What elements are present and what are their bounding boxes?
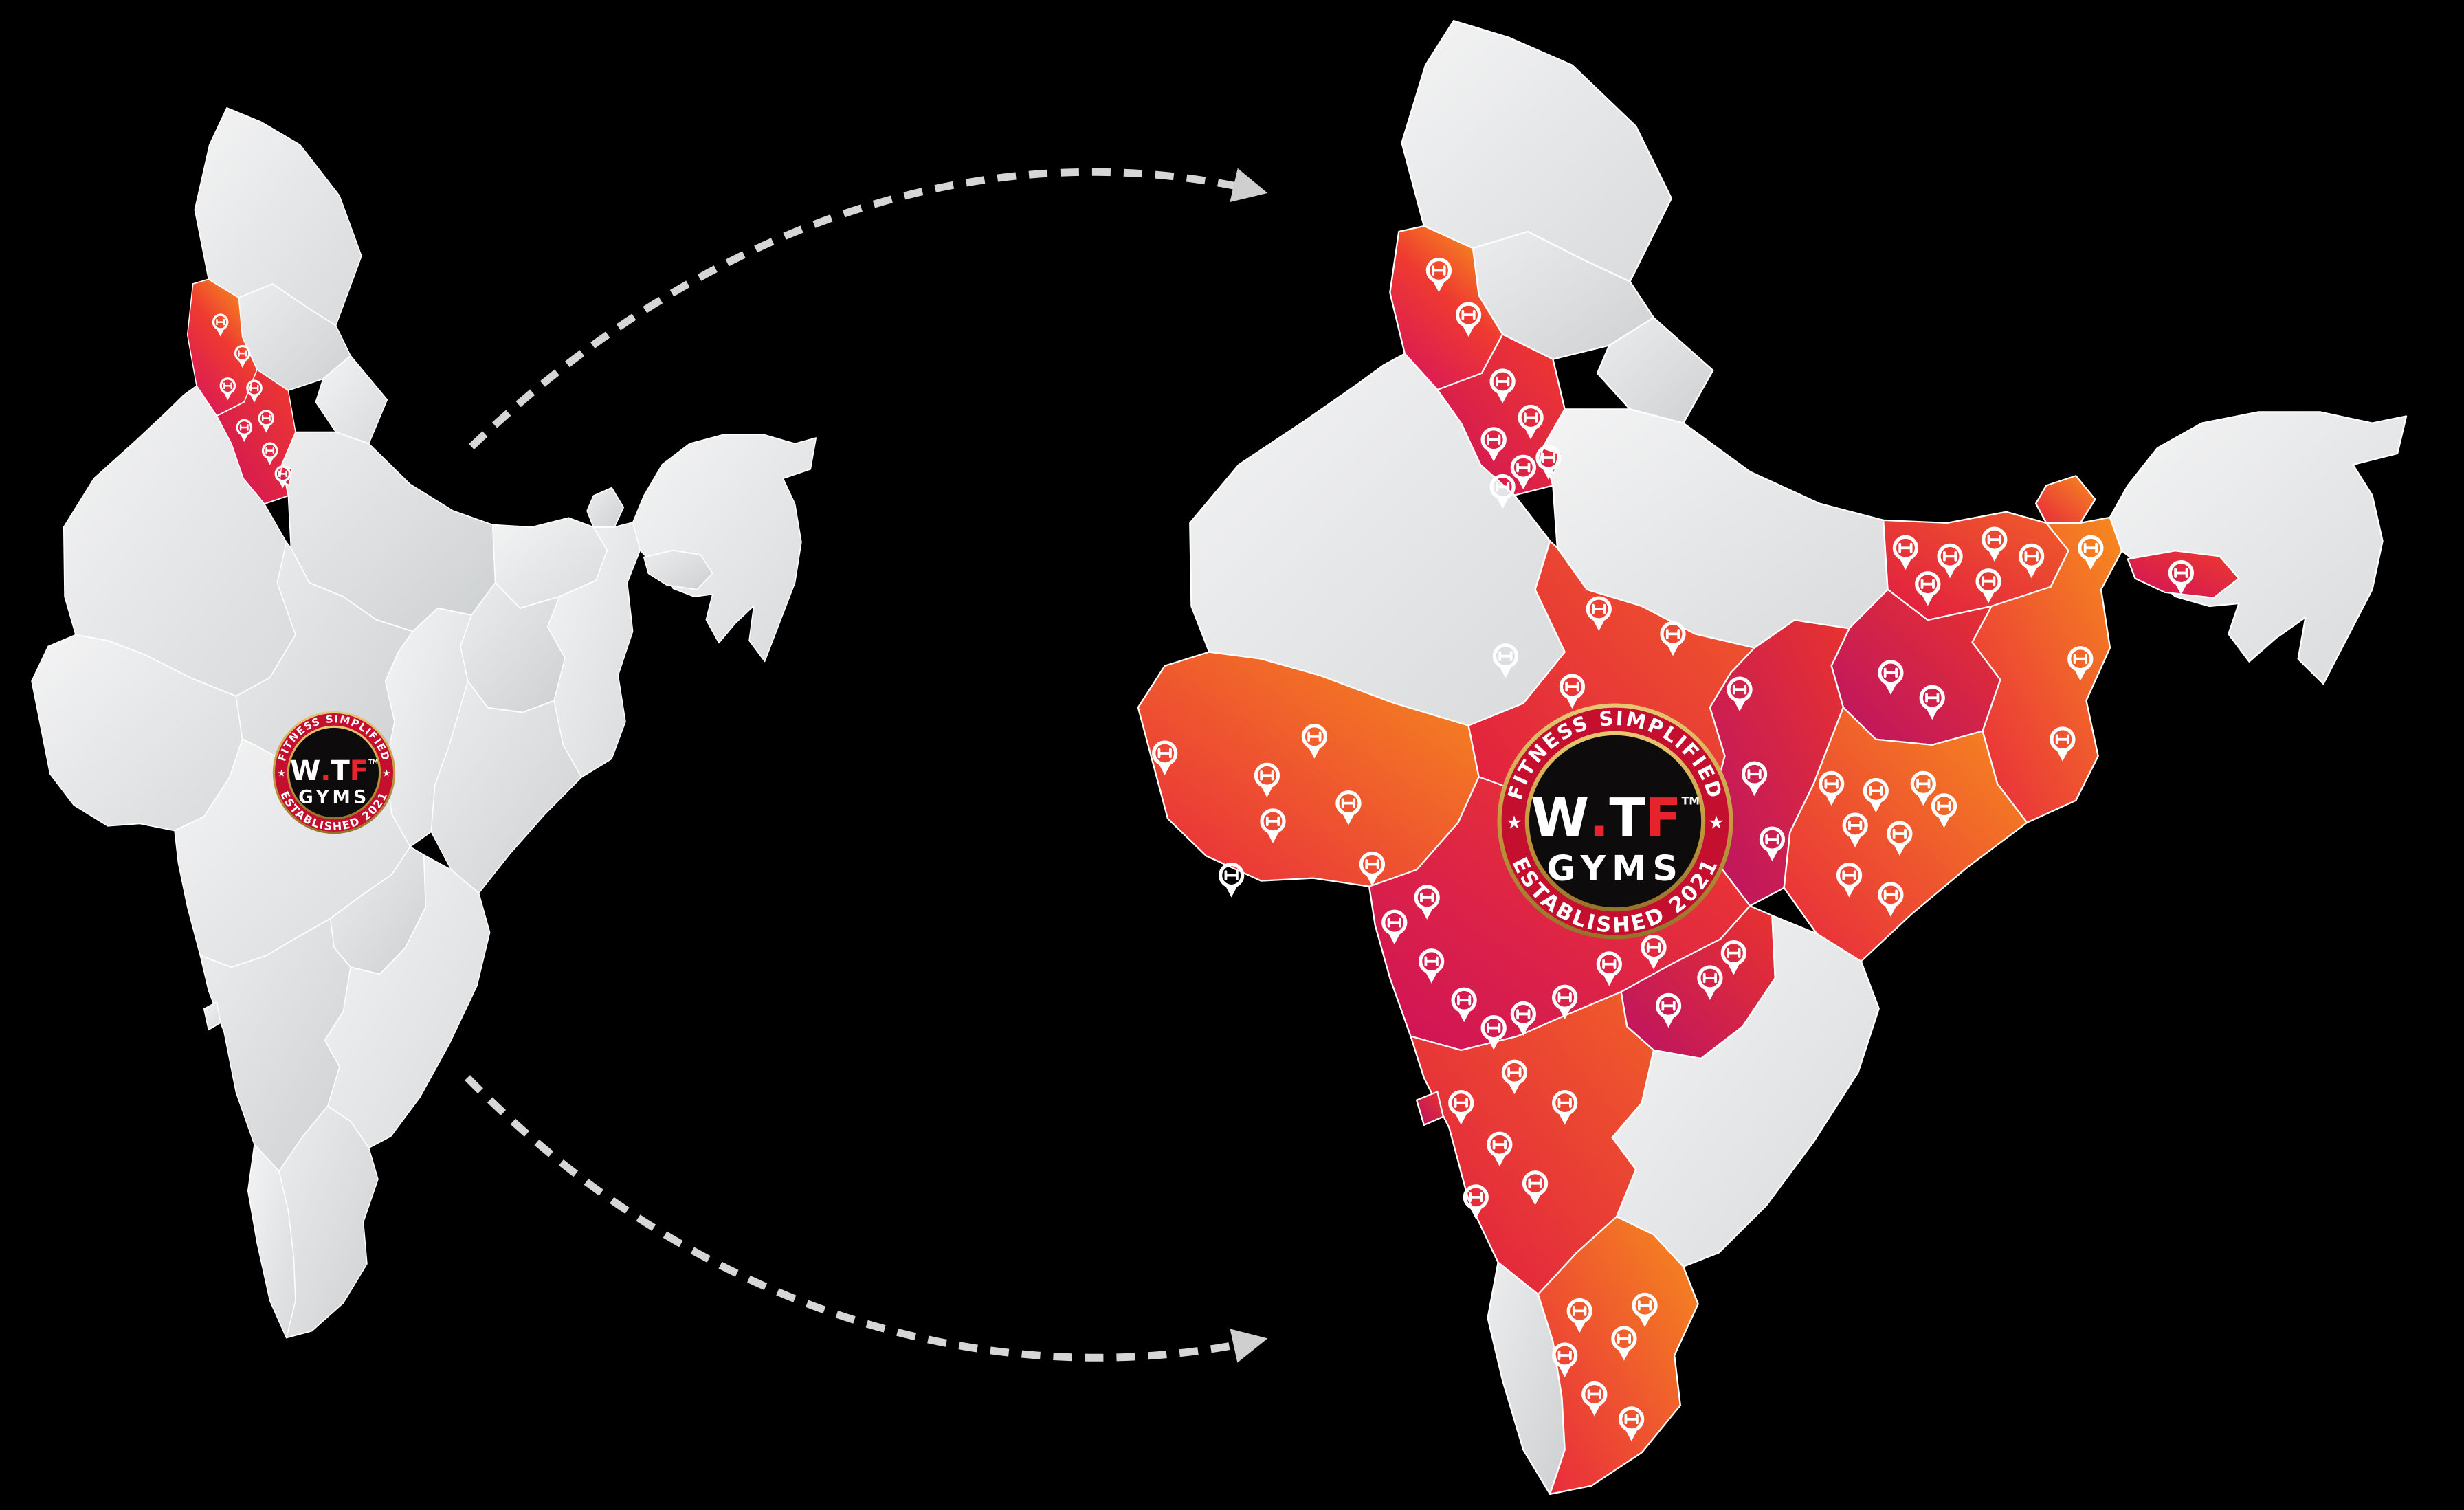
star-icon: ★: [277, 768, 285, 779]
brand-sub-wordmark: GYMS: [298, 788, 370, 808]
star-icon: ★: [382, 768, 390, 779]
state-northeast: [2109, 411, 2408, 685]
state-tamil-nadu: [1537, 1216, 1699, 1495]
location-pin-icon: [1221, 865, 1243, 898]
brand-wordmark: W.TFTM: [1531, 788, 1700, 849]
state-northeast: [632, 434, 817, 663]
state-meghalaya: [2127, 550, 2240, 599]
india-map-small: [31, 107, 817, 1339]
brand-wordmark: W.TFTM: [290, 755, 378, 787]
state-karnataka: [199, 918, 351, 1172]
star-icon: ★: [1506, 813, 1522, 834]
state-meghalaya: [643, 549, 713, 590]
state-karnataka: [1410, 991, 1655, 1296]
india-map-large: [1137, 20, 2408, 1495]
badge-center: [1529, 735, 1702, 908]
brand-sub-wordmark: GYMS: [1546, 848, 1683, 889]
state-goa: [203, 1001, 221, 1031]
wtf-gyms-badge-small: FITNESS SIMPLIFIED ESTABLISHED 2021 ★ ★ …: [271, 710, 397, 835]
state-goa: [1415, 1091, 1445, 1126]
state-tamil-nadu: [278, 1105, 379, 1339]
badge-center: [289, 727, 379, 818]
state-sikkim: [586, 487, 625, 528]
state-sikkim: [2034, 475, 2096, 524]
wtf-gyms-badge-large: FITNESS SIMPLIFIED ESTABLISHED 2021 ★ ★ …: [1495, 701, 1735, 942]
state-odisha: [430, 680, 582, 894]
star-icon: ★: [1708, 813, 1724, 834]
